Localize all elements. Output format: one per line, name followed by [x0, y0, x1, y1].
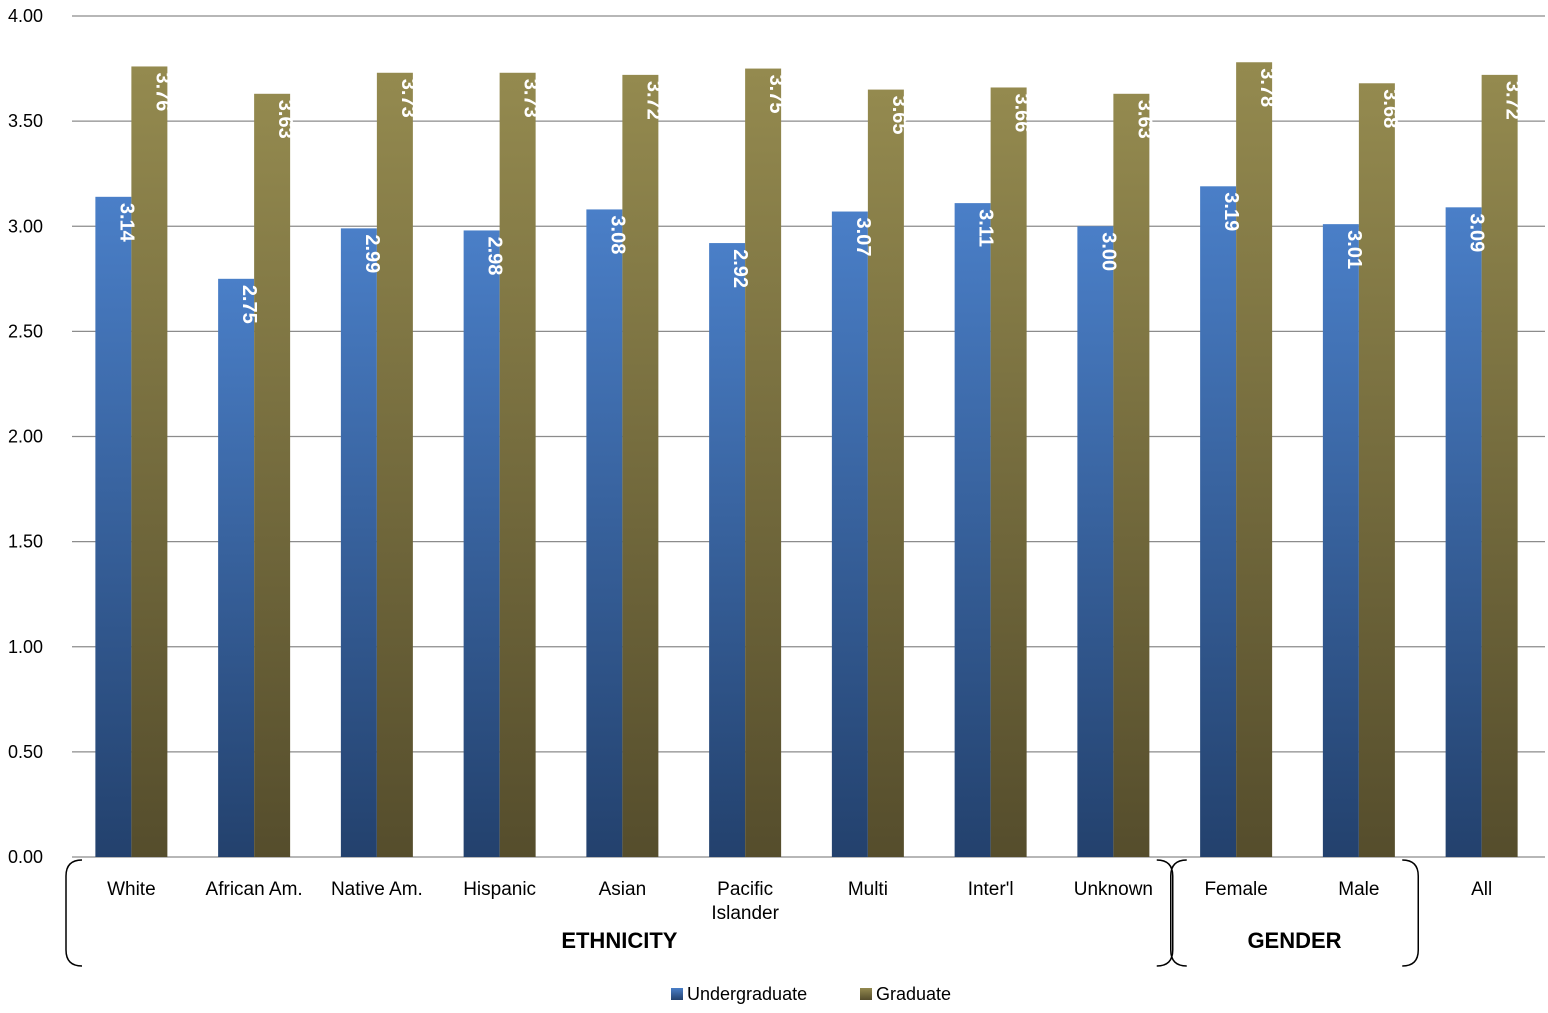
undergraduate-bar — [954, 203, 991, 857]
undergraduate-bar-label: 2.92 — [729, 249, 751, 288]
y-axis-ticks: 0.00 0.50 1.00 1.50 2.00 2.50 3.00 3.50 4.00 — [8, 6, 43, 867]
y-tick-label: 3.50 — [8, 111, 43, 131]
graduate-bar — [867, 89, 904, 857]
category-label: Unknown — [1074, 879, 1153, 900]
graduate-bar — [131, 66, 168, 857]
category-label: Female — [1204, 879, 1267, 900]
undergraduate-bar-label: 2.75 — [238, 285, 260, 324]
undergraduate-bar — [95, 196, 132, 857]
legend-swatch — [860, 988, 872, 1000]
y-tick-label: 1.00 — [8, 637, 43, 657]
group-label: GENDER — [1247, 928, 1341, 953]
y-tick-label: 2.00 — [8, 427, 43, 447]
graduate-bar-label: 3.72 — [642, 81, 664, 120]
y-tick-label: 4.00 — [8, 6, 43, 26]
graduate-bar-label: 3.72 — [1502, 81, 1524, 120]
y-tick-label: 3.00 — [8, 216, 43, 236]
graduate-bar-label: 3.66 — [1011, 93, 1033, 132]
y-tick-label: 0.50 — [8, 742, 43, 762]
undergraduate-bar-label: 3.07 — [852, 218, 874, 257]
category-label: Inter'l — [968, 879, 1014, 900]
y-tick-label: 1.50 — [8, 532, 43, 552]
group-bracket-right — [1156, 859, 1174, 967]
graduate-bar — [1358, 83, 1395, 857]
graduate-bar — [499, 72, 536, 857]
category-label: Native Am. — [331, 879, 423, 900]
category-labels: White African Am. Native Am. Hispanic Asian P… — [107, 879, 1492, 924]
undergraduate-bar-label: 3.14 — [115, 203, 137, 243]
group-bracket-left — [65, 859, 83, 967]
graduate-bar-label: 3.78 — [1256, 68, 1278, 107]
y-tick-label: 0.00 — [8, 847, 43, 867]
undergraduate-bar-label: 2.98 — [484, 236, 506, 275]
graduate-bar-label: 3.68 — [1379, 89, 1401, 128]
bars — [95, 62, 1518, 858]
graduate-bar — [622, 74, 659, 858]
undergraduate-bar — [340, 228, 377, 858]
category-label: All — [1471, 879, 1492, 900]
graduate-bar — [1236, 62, 1273, 857]
legend-label: Graduate — [876, 984, 951, 1004]
undergraduate-bar-label: 3.09 — [1466, 213, 1488, 252]
undergraduate-bar-label: 3.19 — [1220, 192, 1242, 231]
undergraduate-bar-label: 3.01 — [1343, 230, 1365, 269]
undergraduate-bar — [1200, 186, 1237, 858]
undergraduate-bar-label: 3.08 — [606, 215, 628, 254]
y-tick-label: 2.50 — [8, 321, 43, 341]
group-bracket-right — [1402, 859, 1419, 967]
graduate-bar — [990, 87, 1027, 858]
category-label: Male — [1338, 879, 1379, 900]
legend: Undergraduate Graduate — [671, 984, 951, 1004]
undergraduate-bar — [586, 209, 623, 857]
graduate-bar — [1481, 74, 1518, 858]
graduate-bar-label: 3.63 — [1133, 100, 1155, 139]
undergraduate-bar — [218, 278, 255, 857]
undergraduate-bar — [831, 211, 868, 858]
legend-label: Undergraduate — [687, 984, 807, 1004]
graduate-bar — [254, 93, 291, 858]
undergraduate-bar-label: 2.99 — [361, 234, 383, 273]
graduate-bar — [745, 68, 782, 857]
category-label: Asian — [599, 879, 647, 900]
graduate-bar-label: 3.73 — [520, 79, 542, 118]
undergraduate-bar — [463, 230, 500, 857]
group-brackets: ETHNICITY GENDER — [65, 859, 1419, 967]
undergraduate-bar — [1077, 226, 1114, 857]
undergraduate-bar — [1322, 224, 1359, 857]
category-label: African Am. — [206, 879, 303, 900]
graduate-bar-label: 3.76 — [151, 72, 173, 111]
group-label: ETHNICITY — [561, 928, 677, 953]
data-labels: 3.14 3.76 2.75 3.63 2.99 3.73 2.98 3.73 3.08 3.72… — [115, 68, 1523, 323]
graduate-bar — [376, 72, 413, 857]
undergraduate-bar — [1445, 207, 1482, 857]
category-label: Hispanic — [463, 879, 536, 900]
graduate-bar-label: 3.73 — [397, 79, 419, 118]
category-label: Multi — [848, 879, 888, 900]
gridlines — [72, 15, 1545, 858]
category-label: White — [107, 879, 156, 900]
graduate-bar-label: 3.65 — [888, 96, 910, 135]
undergraduate-bar-label: 3.00 — [1097, 232, 1119, 271]
graduate-bar — [1113, 93, 1150, 858]
group-bracket-left — [1170, 859, 1187, 967]
graduate-bar-label: 3.75 — [765, 75, 787, 114]
legend-swatch — [671, 988, 683, 1000]
undergraduate-bar-label: 3.11 — [975, 209, 997, 247]
category-label: Pacific Islander — [711, 879, 779, 924]
graduate-bar-label: 3.63 — [274, 100, 296, 139]
undergraduate-bar — [709, 243, 746, 857]
